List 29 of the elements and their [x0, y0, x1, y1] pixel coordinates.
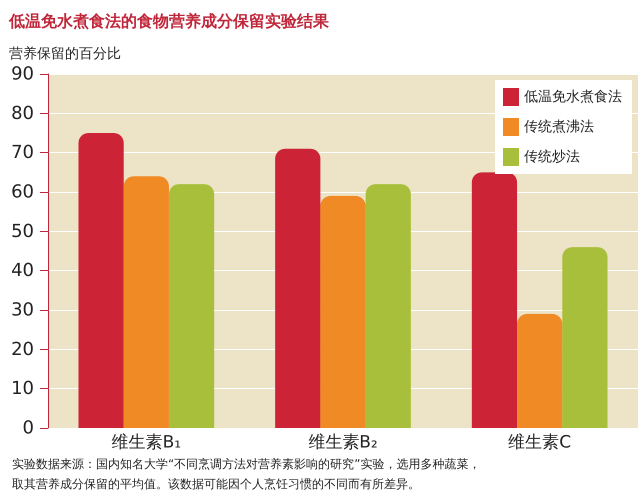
y-tick-label: 0 [22, 418, 34, 438]
y-tick-label: 80 [11, 102, 34, 124]
y-tick-label: 10 [11, 378, 34, 400]
y-axis-title: 营养保留的百分比 [9, 46, 121, 62]
legend-label: 低温免水煮食法 [524, 89, 622, 105]
bar [320, 196, 366, 428]
chart-title: 低温免水煮食法的食物营养成分保留实验结果 [8, 12, 330, 30]
x-tick-label: 维生素C [508, 432, 572, 452]
y-tick-label: 50 [11, 220, 34, 242]
y-tick-label: 40 [11, 260, 34, 282]
bar [562, 247, 608, 428]
y-tick-label: 90 [11, 64, 34, 84]
x-tick-label: 维生素B₁ [112, 432, 182, 452]
y-tick-label: 20 [11, 338, 34, 360]
bar [78, 133, 124, 428]
bar [275, 148, 320, 428]
text: 实验数据来源：国内知名大学“不同烹调方法对营养素影响的研究”实验，选用多种蔬菜， [12, 457, 480, 471]
y-tick-label: 60 [11, 182, 34, 202]
y-tick-label: 30 [11, 300, 34, 320]
bar [366, 184, 411, 428]
bar [517, 314, 562, 428]
bar [168, 184, 214, 428]
legend-label: 传统煮沸法 [524, 119, 594, 135]
bar [472, 172, 518, 428]
y-tick-label: 70 [11, 142, 34, 164]
x-tick-label: 维生素B₂ [308, 432, 378, 452]
text: 取其营养成分保留的平均值。该数据可能因个人烹饪习惯的不同而有所差异。 [12, 477, 420, 491]
bar [124, 176, 169, 428]
legend-label: 传统炒法 [524, 149, 580, 165]
